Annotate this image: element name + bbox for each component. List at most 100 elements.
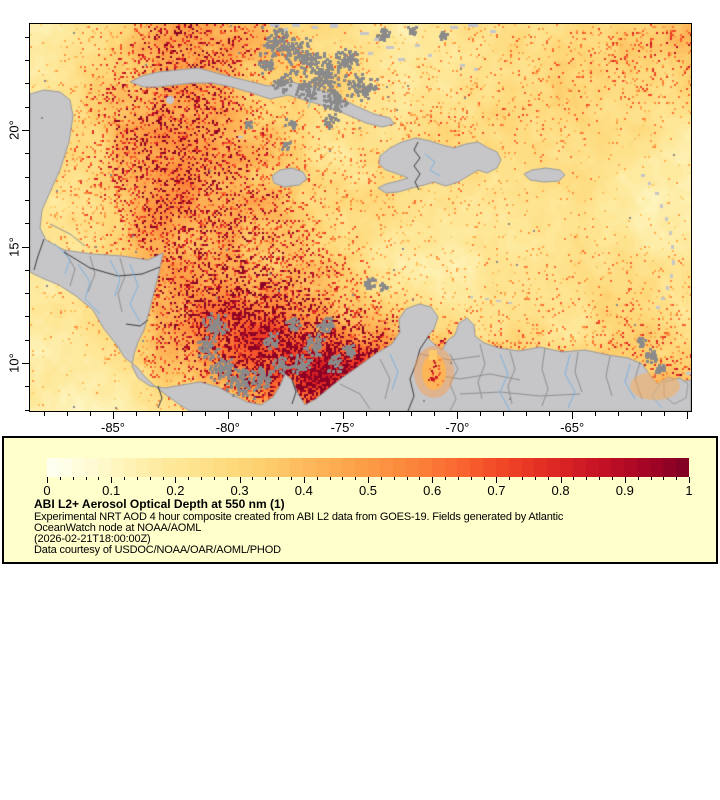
colorbar-tick-label: 0 <box>43 483 51 498</box>
colorbar-tick <box>136 477 138 480</box>
axis-tick <box>25 316 29 317</box>
axis-tick <box>251 412 252 416</box>
axis-tick <box>25 200 29 201</box>
colorbar-tick <box>162 477 164 480</box>
axis-tick <box>687 412 688 419</box>
colorbar-tick <box>483 477 485 480</box>
colorbar-tick <box>149 477 151 480</box>
colorbar-tick <box>560 477 562 483</box>
y-axis-tick-label: 15° <box>6 236 22 257</box>
x-axis-tick-label: -70° <box>445 420 470 435</box>
colorbar-tick <box>612 477 613 480</box>
colorbar-tick <box>470 477 472 480</box>
colorbar-tick <box>252 477 254 480</box>
axis-tick <box>44 412 45 416</box>
axis-tick <box>25 410 29 411</box>
axis-tick <box>22 247 29 248</box>
axis-tick <box>25 340 29 341</box>
axis-tick <box>503 412 504 416</box>
axis-tick <box>22 130 29 131</box>
axis-tick <box>90 412 91 416</box>
axis-tick <box>389 412 390 416</box>
colorbar-tick-label: 0.6 <box>423 483 442 498</box>
legend-description-line: OceanWatch node at NOAA/AOML <box>34 522 202 534</box>
colorbar-tick <box>111 477 113 483</box>
colorbar-tick-label: 0.1 <box>102 483 121 498</box>
axis-tick <box>25 37 29 38</box>
colorbar-tick <box>509 477 511 480</box>
aod-map-canvas <box>30 24 691 411</box>
legend-timestamp: (2026-02-21T18:00:00Z) <box>34 533 151 545</box>
colorbar-tick <box>432 477 434 483</box>
colorbar-tick <box>329 477 331 480</box>
colorbar-tick-label: 0.8 <box>551 483 570 498</box>
colorbar-tick <box>419 477 421 480</box>
x-axis-tick-label: -65° <box>560 420 585 435</box>
axis-tick <box>25 223 29 224</box>
colorbar-tick <box>124 477 125 480</box>
axis-tick <box>67 412 68 416</box>
axis-tick <box>572 412 573 419</box>
colorbar-tick <box>85 477 87 480</box>
colorbar-tick <box>47 477 48 483</box>
axis-tick <box>411 412 412 416</box>
colorbar-tick <box>188 477 190 480</box>
axis-tick <box>25 177 29 178</box>
colorbar-tick <box>342 477 344 480</box>
colorbar-tick-label: 1 <box>685 483 693 498</box>
colorbar-tick <box>213 477 215 480</box>
colorbar-tick <box>547 477 549 480</box>
colorbar-tick <box>380 477 382 480</box>
colorbar-tick <box>355 477 357 480</box>
colorbar-tick <box>201 477 203 480</box>
colorbar-tick <box>663 477 665 480</box>
axis-tick <box>22 363 29 364</box>
axis-tick <box>297 412 298 416</box>
colorbar-tick <box>522 477 524 480</box>
colorbar-tick <box>586 477 588 480</box>
colorbar-tick <box>676 477 678 480</box>
colorbar-tick-label: 0.9 <box>615 483 634 498</box>
axis-tick <box>25 83 29 84</box>
colorbar-tick-label: 0.4 <box>294 483 313 498</box>
axis-tick <box>25 270 29 271</box>
legend-title: ABI L2+ Aerosol Optical Depth at 550 nm … <box>34 497 285 511</box>
colorbar-tick-label: 0.5 <box>358 483 378 498</box>
axis-tick <box>228 412 229 419</box>
colorbar-tick <box>393 477 395 480</box>
colorbar-tick <box>689 477 690 483</box>
colorbar <box>47 458 689 477</box>
axis-tick <box>320 412 321 416</box>
axis-tick <box>25 153 29 154</box>
axis-tick <box>25 107 29 108</box>
axis-tick <box>25 386 29 387</box>
colorbar-tick <box>98 477 100 480</box>
axis-tick <box>618 412 619 416</box>
colorbar-tick <box>406 477 408 480</box>
axis-tick <box>664 412 665 416</box>
colorbar-tick <box>316 477 318 480</box>
colorbar-tick <box>226 477 228 480</box>
colorbar-tick <box>624 477 626 483</box>
map-plot-area <box>29 23 692 412</box>
colorbar-tick <box>457 477 459 480</box>
axis-tick <box>25 60 29 61</box>
axis-tick <box>113 412 114 419</box>
colorbar-tick <box>650 477 652 480</box>
legend-credit: Data courtesy of USDOC/NOAA/OAR/AOML/PHO… <box>34 544 281 556</box>
axis-tick <box>136 412 137 416</box>
axis-tick <box>457 412 458 419</box>
colorbar-tick <box>496 477 498 483</box>
colorbar-tick <box>637 477 639 480</box>
colorbar-tick <box>175 477 177 483</box>
colorbar-tick <box>599 477 601 480</box>
axis-tick <box>205 412 206 416</box>
colorbar-tick <box>573 477 575 480</box>
colorbar-tick <box>59 477 61 480</box>
y-axis-tick-label: 10° <box>6 353 22 373</box>
x-axis-tick-label: -80° <box>215 420 240 435</box>
axis-tick <box>366 412 367 416</box>
colorbar-tick <box>368 477 369 483</box>
colorbar-tick-label: 0.7 <box>487 483 506 498</box>
